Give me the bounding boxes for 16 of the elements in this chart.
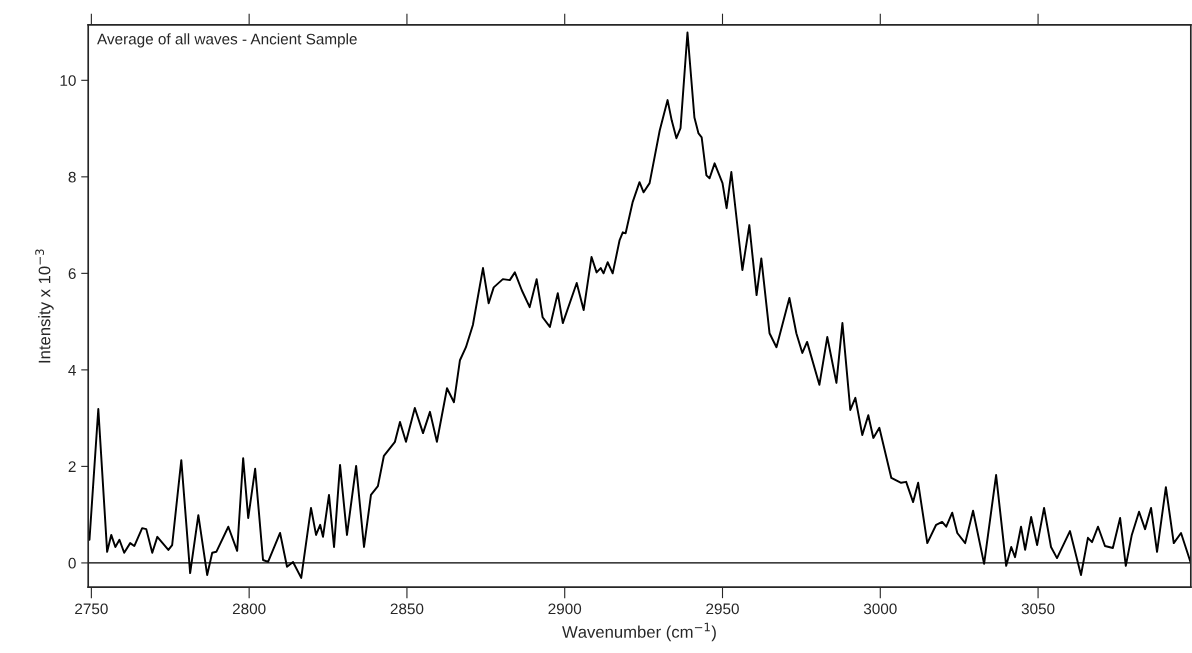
y-axis-title: Intensity x 10$^{−3}$ xyxy=(35,249,54,363)
x-axis-title: Wavenumber (cm$^{−1}$) xyxy=(562,622,716,642)
y-tick-label: 10 xyxy=(60,75,76,86)
x-tick-label: 3050 xyxy=(1021,603,1055,615)
x-tick-label: 2750 xyxy=(75,603,108,615)
y-tick-label: 6 xyxy=(68,268,76,280)
y-tick-label: 4 xyxy=(68,364,76,376)
y-tick-label: 2 xyxy=(68,461,76,472)
x-tick-label: 2900 xyxy=(548,603,582,615)
x-tick-label: 2950 xyxy=(706,603,739,615)
x-tick-label: 3000 xyxy=(863,603,897,615)
annotation: Average of all waves - Ancient Sample xyxy=(97,33,357,48)
x-tick-label: 2800 xyxy=(232,603,266,615)
x-tick-label: 2850 xyxy=(390,603,424,615)
y-tick-label: 0 xyxy=(68,557,76,569)
y-tick-label: 8 xyxy=(68,171,76,183)
